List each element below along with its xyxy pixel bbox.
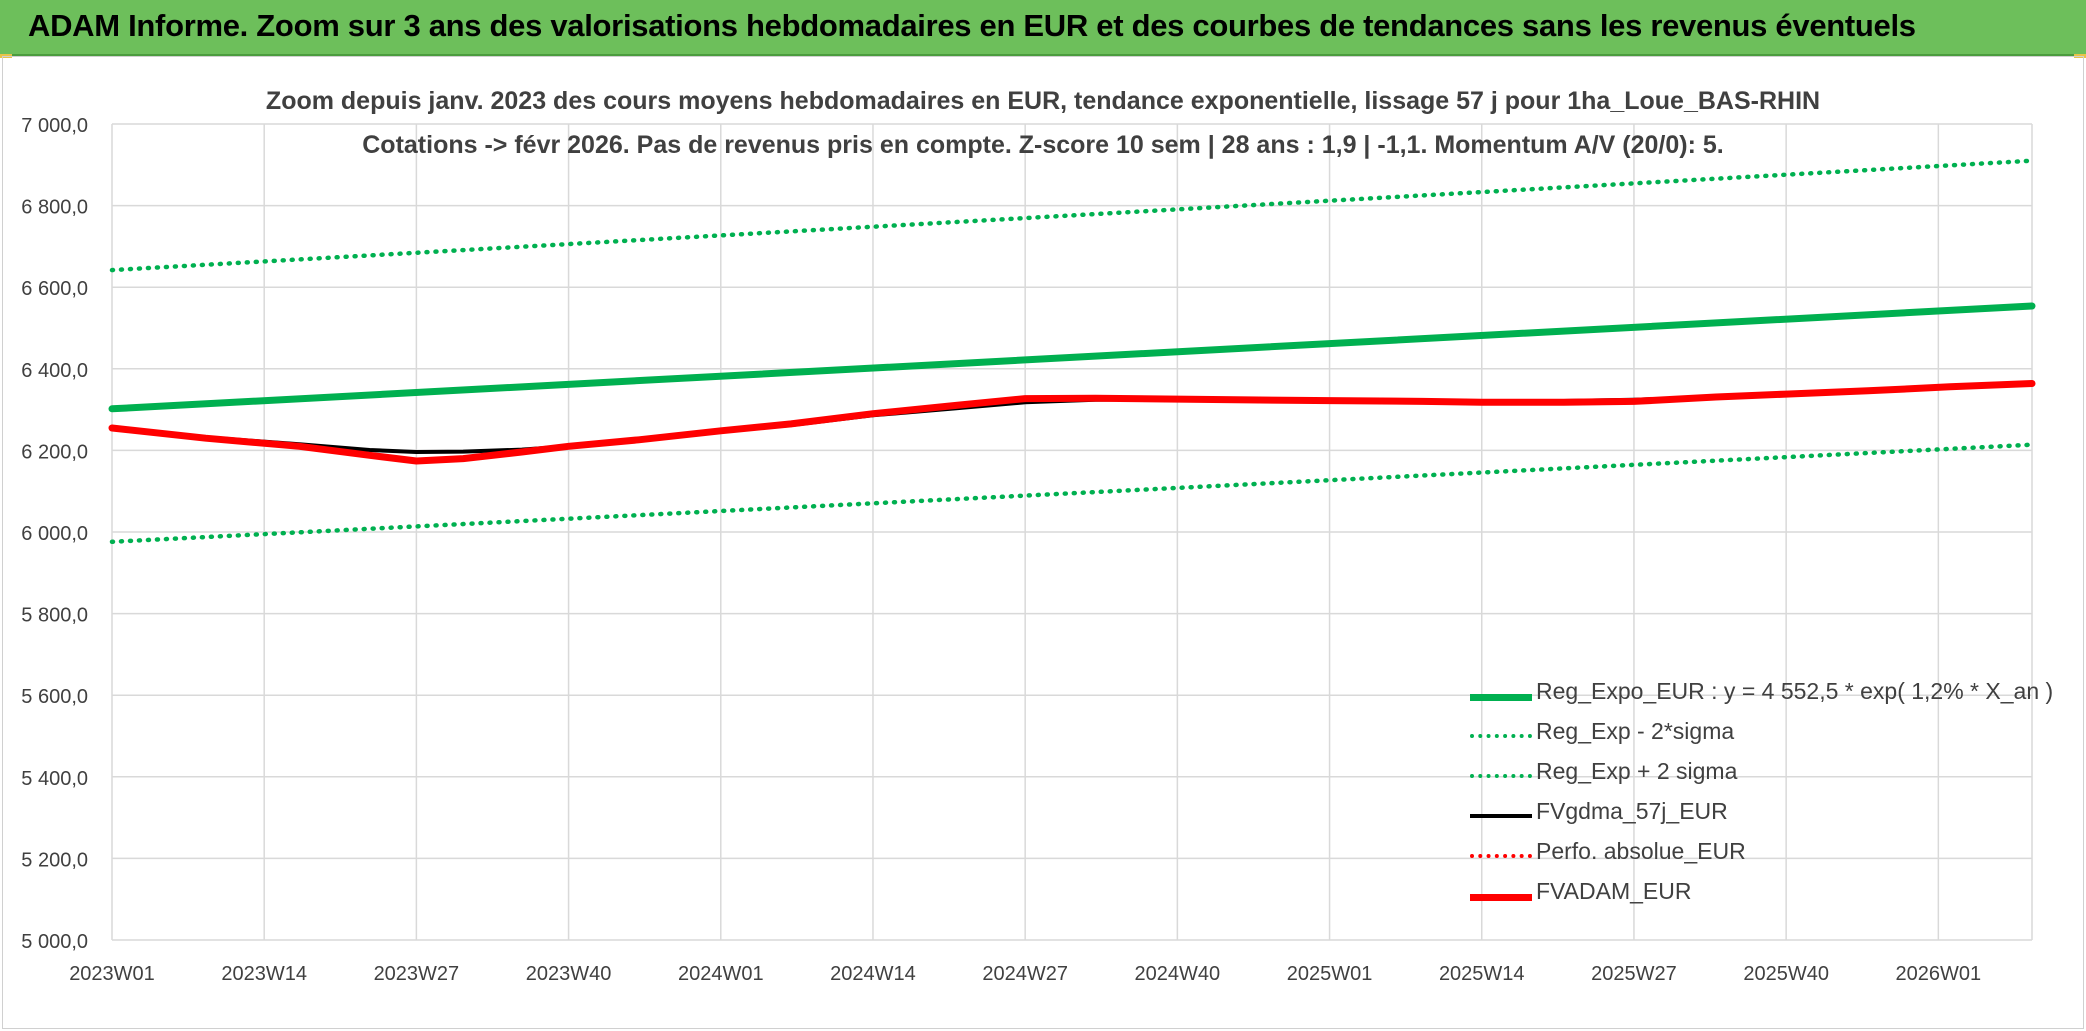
legend-swatch [1470, 894, 1532, 901]
x-tick-label: 2023W27 [374, 963, 460, 985]
series-line-0 [108, 302, 2036, 413]
x-tick-label: 2023W14 [221, 963, 307, 985]
y-tick-label: 6 800,0 [21, 197, 88, 219]
x-tick-label: 2024W01 [678, 963, 764, 985]
x-tick-label: 2025W40 [1743, 963, 1829, 985]
legend-label: Reg_Exp - 2*sigma [1536, 718, 1735, 744]
x-tick-label: 2024W27 [982, 963, 1068, 985]
x-tick-label: 2025W01 [1287, 963, 1373, 985]
legend-label: Reg_Expo_EUR : y = 4 552,5 * exp( 1,2% *… [1536, 678, 2054, 704]
y-tick-label: 5 400,0 [21, 768, 88, 790]
report-title: ADAM Informe. Zoom sur 3 ans des valoris… [28, 8, 1916, 43]
y-tick-label: 5 000,0 [21, 931, 88, 953]
series-group [108, 158, 2036, 545]
y-tick-label: 6 200,0 [21, 441, 88, 463]
y-tick-label: 7 000,0 [21, 115, 88, 137]
series-line-4 [109, 381, 2035, 464]
legend-label: Reg_Exp + 2 sigma [1536, 758, 1738, 784]
chart-subtitle: Cotations -> févr 2026. Pas de revenus p… [362, 131, 1723, 159]
y-tick-label: 6 400,0 [21, 360, 88, 382]
x-axis-ticks: 2023W01 2023W14 2023W27 2023W40 2024W01 2024W… [69, 963, 1981, 985]
legend-swatch [1470, 854, 1532, 858]
legend-label: FVADAM_EUR [1536, 878, 1692, 904]
y-tick-label: 5 600,0 [21, 686, 88, 708]
legend-item: Reg_Expo_EUR : y = 4 552,5 * exp( 1,2% *… [1466, 676, 2066, 716]
x-tick-label: 2023W01 [69, 963, 155, 985]
chart-title: Zoom depuis janv. 2023 des cours moyens … [266, 87, 1820, 115]
chart-frame [2, 56, 2084, 1029]
legend-swatch [1470, 774, 1532, 778]
legend-item: Reg_Exp + 2 sigma [1466, 756, 2066, 796]
y-tick-label: 5 800,0 [21, 605, 88, 627]
x-tick-label: 2023W40 [526, 963, 612, 985]
x-tick-label: 2024W40 [1135, 963, 1221, 985]
series-line-1 [109, 442, 2035, 545]
report-banner: ADAM Informe. Zoom sur 3 ans des valoris… [0, 0, 2086, 56]
legend-item: Reg_Exp - 2*sigma [1466, 716, 2066, 756]
x-tick-label: 2025W27 [1591, 963, 1677, 985]
x-tick-label: 2024W14 [830, 963, 916, 985]
legend-swatch [1470, 734, 1532, 738]
legend-label: FVgdma_57j_EUR [1536, 798, 1728, 824]
x-tick-label: 2026W01 [1896, 963, 1982, 985]
legend-item: Perfo. absolue_EUR [1466, 836, 2066, 876]
y-tick-label: 5 200,0 [21, 849, 88, 871]
y-tick-label: 6 000,0 [21, 523, 88, 545]
legend-label: Perfo. absolue_EUR [1536, 838, 1746, 864]
legend-swatch [1470, 694, 1532, 701]
legend-item: FVADAM_EUR [1466, 876, 2066, 916]
series-line-2 [109, 158, 2035, 273]
x-tick-label: 2025W14 [1439, 963, 1525, 985]
y-tick-label: 6 600,0 [21, 278, 88, 300]
y-axis-ticks: 7 000,0 6 800,0 6 600,0 6 400,0 6 200,0 6 000… [21, 115, 88, 953]
chart-legend: Reg_Expo_EUR : y = 4 552,5 * exp( 1,2% *… [1466, 676, 2066, 916]
legend-swatch [1470, 814, 1532, 818]
legend-item: FVgdma_57j_EUR [1466, 796, 2066, 836]
